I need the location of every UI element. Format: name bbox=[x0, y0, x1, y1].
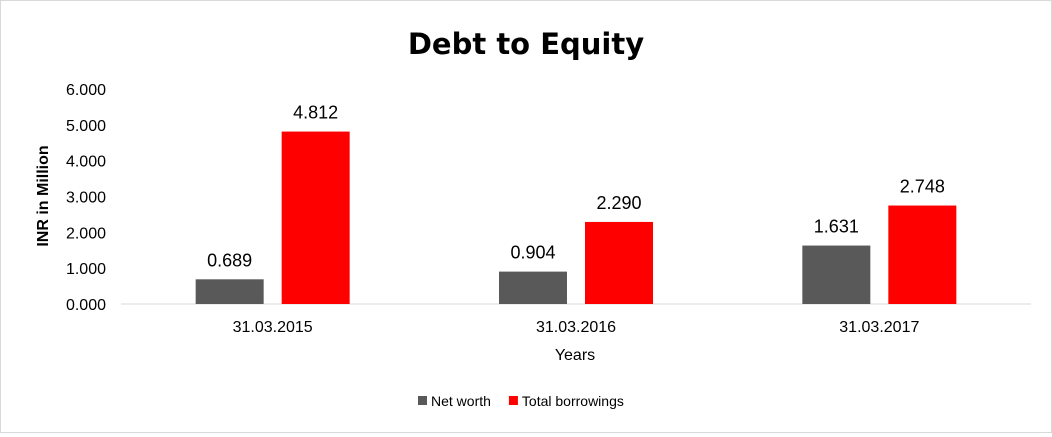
y-tick-labels: 0.000 1.000 2.000 3.000 4.000 5.000 6.000 bbox=[66, 82, 106, 314]
bar-net-worth bbox=[802, 245, 871, 304]
y-tick-label: 1.000 bbox=[66, 261, 106, 278]
data-label: 4.812 bbox=[293, 103, 338, 123]
bar-total-borrowings bbox=[888, 205, 957, 304]
y-tick-label: 4.000 bbox=[66, 154, 106, 171]
legend-label-net-worth: Net worth bbox=[431, 393, 491, 409]
x-tick-labels: 31.03.2015 31.03.2016 31.03.2017 bbox=[233, 319, 920, 336]
y-tick-label: 5.000 bbox=[66, 118, 106, 135]
y-tick-label: 6.000 bbox=[66, 82, 106, 99]
bars bbox=[195, 131, 957, 304]
data-labels: 0.689 4.812 0.904 2.290 1.631 2.748 bbox=[207, 103, 945, 271]
y-tick-label: 0.000 bbox=[66, 297, 106, 314]
legend-label-total-borrowings: Total borrowings bbox=[522, 393, 624, 409]
data-label: 0.689 bbox=[207, 250, 252, 270]
data-label: 2.748 bbox=[900, 177, 945, 197]
data-label: 0.904 bbox=[510, 243, 555, 263]
chart-title: Debt to Equity bbox=[408, 27, 644, 61]
x-tick-label: 31.03.2017 bbox=[839, 319, 919, 336]
legend-swatch-total-borrowings bbox=[508, 396, 518, 405]
bar-total-borrowings bbox=[585, 221, 653, 304]
legend: Net worth Total borrowings bbox=[418, 393, 624, 409]
y-tick-label: 3.000 bbox=[66, 190, 106, 207]
bar-total-borrowings bbox=[281, 131, 350, 304]
bar-net-worth bbox=[499, 271, 567, 304]
y-tick-label: 2.000 bbox=[66, 225, 106, 242]
x-axis-label: Years bbox=[555, 347, 595, 364]
legend-swatch-net-worth bbox=[418, 396, 427, 405]
data-label: 2.290 bbox=[596, 193, 641, 213]
y-axis-label: INR in Million bbox=[35, 145, 52, 246]
x-tick-label: 31.03.2015 bbox=[233, 319, 313, 336]
data-label: 1.631 bbox=[814, 217, 859, 237]
x-tick-label: 31.03.2016 bbox=[536, 319, 616, 336]
bar-net-worth bbox=[195, 279, 264, 304]
